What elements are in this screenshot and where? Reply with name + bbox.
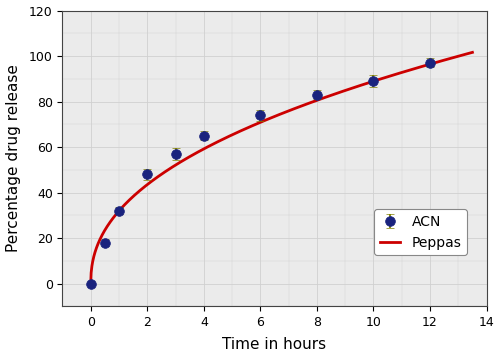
Legend: ACN, Peppas: ACN, Peppas <box>374 209 467 255</box>
Peppas <box>88 281 94 286</box>
Peppas <box>470 50 476 54</box>
Peppas <box>110 215 116 219</box>
Peppas <box>165 168 171 172</box>
Peppas <box>399 70 405 74</box>
X-axis label: Time in hours: Time in hours <box>222 338 326 352</box>
Peppas <box>450 55 456 60</box>
Peppas <box>385 74 391 79</box>
Peppas <box>425 63 431 67</box>
Y-axis label: Percentage drug release: Percentage drug release <box>6 64 20 252</box>
Line: Peppas: Peppas <box>91 52 472 284</box>
